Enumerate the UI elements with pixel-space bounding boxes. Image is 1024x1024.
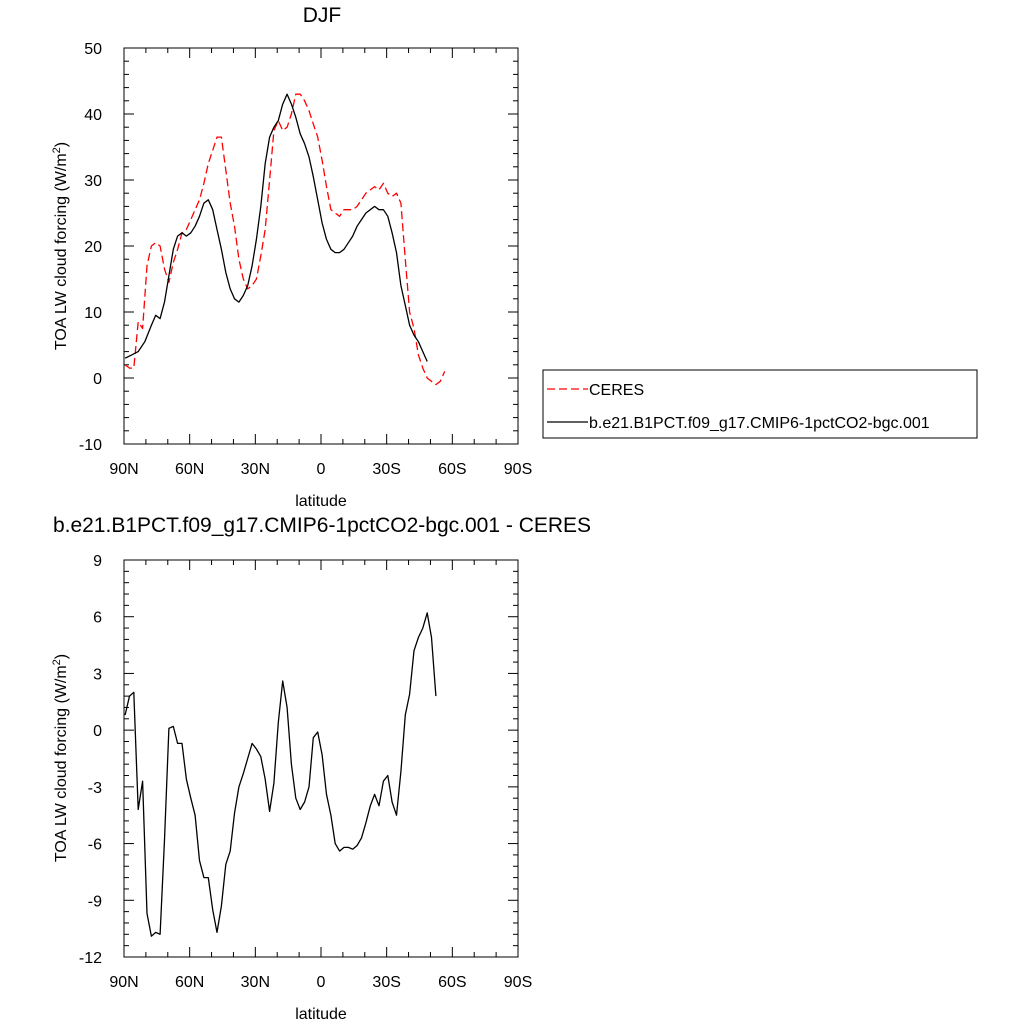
top-y-axis-title: TOA LW cloud forcing (W/m2) <box>51 142 70 350</box>
y-tick-label: -12 <box>79 950 102 967</box>
top-panel: DJF 90N 60N 30N 0 30S 60S 90S -10 0 10 20 30 40 50 la… <box>51 4 978 510</box>
top-series-lines <box>124 93 446 386</box>
y-tick-label: 40 <box>84 107 102 124</box>
x-tick-label: 90S <box>504 461 532 478</box>
legend-label-ceres: CERES <box>589 382 644 399</box>
x-tick-label: 0 <box>317 974 326 991</box>
y-tick-label: 10 <box>84 305 102 322</box>
y-tick-label: 0 <box>93 371 102 388</box>
x-tick-label: 30N <box>241 974 270 991</box>
top-plot-frame <box>123 47 519 445</box>
series-line-1 <box>124 93 428 362</box>
y-tick-label: 20 <box>84 239 102 256</box>
x-tick-label: 90N <box>109 461 138 478</box>
bottom-panel: b.e21.B1PCT.f09_g17.CMIP6-1pctCO2-bgc.00… <box>51 514 591 1023</box>
top-axis-ticks: 90N 60N 30N 0 30S 60S 90S -10 0 10 20 30 40 50 <box>79 41 532 478</box>
y-tick-label: -6 <box>88 837 102 854</box>
y-tick-label: 9 <box>93 553 102 570</box>
top-x-axis-title: latitude <box>295 493 347 510</box>
series-line-0 <box>124 612 437 937</box>
x-tick-label: 60S <box>438 974 466 991</box>
y-tick-label: -3 <box>88 780 102 797</box>
x-tick-label: 0 <box>317 461 326 478</box>
bottom-plot-frame <box>123 559 519 958</box>
y-tick-label: 3 <box>93 666 102 683</box>
bottom-chart-title: b.e21.B1PCT.f09_g17.CMIP6-1pctCO2-bgc.00… <box>53 514 591 537</box>
top-chart-title: DJF <box>303 4 342 27</box>
x-tick-label: 60N <box>175 461 204 478</box>
bottom-x-axis-title: latitude <box>295 1006 347 1023</box>
y-tick-label: 50 <box>84 41 102 58</box>
bottom-axis-ticks: 90N 60N 30N 0 30S 60S 90S -12 -9 -6 -3 0 3 6 9 <box>79 553 532 991</box>
x-tick-label: 30N <box>241 461 270 478</box>
y-tick-label: 6 <box>93 610 102 627</box>
x-tick-label: 90N <box>109 974 138 991</box>
bottom-series-lines <box>124 612 437 937</box>
y-tick-label: 0 <box>93 723 102 740</box>
x-tick-label: 60N <box>175 974 204 991</box>
series-line-ceres <box>124 93 446 386</box>
x-tick-label: 30S <box>372 974 400 991</box>
bottom-y-axis-title: TOA LW cloud forcing (W/m2) <box>51 654 70 862</box>
x-tick-label: 60S <box>438 461 466 478</box>
legend: CERES b.e21.B1PCT.f09_g17.CMIP6-1pctCO2-… <box>542 369 978 439</box>
y-tick-label: -10 <box>79 437 102 454</box>
y-tick-label: 30 <box>84 173 102 190</box>
legend-label-model: b.e21.B1PCT.f09_g17.CMIP6-1pctCO2-bgc.00… <box>589 415 930 432</box>
x-tick-label: 30S <box>372 461 400 478</box>
legend-box <box>542 369 978 439</box>
x-tick-label: 90S <box>504 974 532 991</box>
y-tick-label: -9 <box>88 893 102 910</box>
